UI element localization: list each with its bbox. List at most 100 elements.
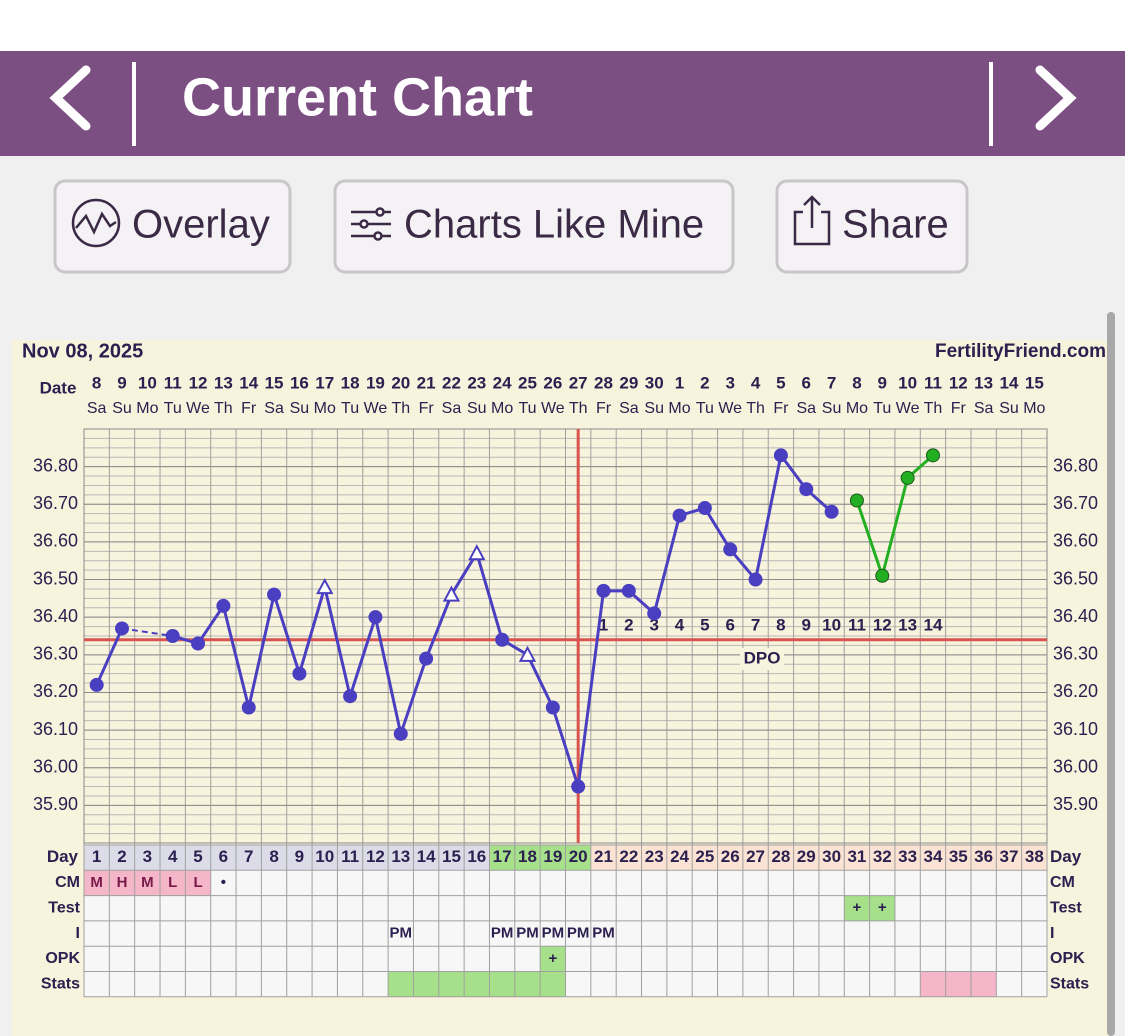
cycle-day: 5 xyxy=(193,847,202,866)
temperature-point xyxy=(115,621,130,636)
button-frame[interactable] xyxy=(333,179,735,274)
weekday-label: Su xyxy=(467,400,487,417)
row-cell xyxy=(540,946,566,972)
cycle-day: 26 xyxy=(721,847,740,866)
cycle-day: 36 xyxy=(974,847,993,866)
weekday-label: We xyxy=(186,400,210,417)
temperature-point xyxy=(316,577,334,595)
temperature-point xyxy=(900,470,915,485)
dpo-number: 8 xyxy=(776,615,785,634)
chart-date: Nov 08, 2025 xyxy=(22,340,143,362)
y-tick-label-right: 36.00 xyxy=(1053,756,1098,776)
y-tick-label: 36.70 xyxy=(33,493,78,513)
y-tick-label-right: 36.10 xyxy=(1053,719,1098,739)
weekday-label: Fr xyxy=(419,400,435,417)
row-label-right: CM xyxy=(1050,874,1075,891)
row-cell-text: H xyxy=(117,874,128,891)
dpo-label-bg xyxy=(740,648,784,670)
temperature-point xyxy=(773,448,788,463)
y-tick-label-right: 36.50 xyxy=(1053,568,1098,588)
weekday-label: Tu xyxy=(518,400,536,417)
row-cell xyxy=(869,895,895,921)
date-label: 20 xyxy=(391,373,410,392)
dpo-number: 1 xyxy=(599,615,608,634)
cycle-day: 21 xyxy=(594,847,613,866)
cycle-day: 6 xyxy=(219,847,228,866)
y-tick-label-right: 36.70 xyxy=(1053,493,1098,513)
row-label-right: Day xyxy=(1050,847,1082,866)
weekday-label: Fr xyxy=(596,400,612,417)
header-title: Current Chart xyxy=(182,67,533,127)
dpo-number: 3 xyxy=(649,615,658,634)
dpo-number: 14 xyxy=(923,615,942,634)
temperature-point xyxy=(216,598,231,613)
temperature-point xyxy=(849,493,864,508)
row-label-right: Test xyxy=(1050,899,1082,916)
cycle-day: 22 xyxy=(619,847,638,866)
row-cell xyxy=(388,971,414,997)
day-cell xyxy=(717,845,743,871)
row-cell-text: + xyxy=(878,899,887,916)
button-label[interactable]: Overlay xyxy=(132,203,270,247)
weekday-label: Su xyxy=(112,400,132,417)
button-label[interactable]: Share xyxy=(842,203,949,247)
date-label: 10 xyxy=(898,373,917,392)
day-cell xyxy=(109,845,135,871)
temperature-point xyxy=(697,501,712,516)
dpo-number: 12 xyxy=(873,615,892,634)
day-cell xyxy=(894,845,921,871)
temperature-point xyxy=(191,636,206,651)
row-cell-text: PM xyxy=(516,925,539,942)
cycle-day: 27 xyxy=(746,847,765,866)
date-label: 25 xyxy=(518,373,537,392)
temperature-point xyxy=(799,482,814,497)
day-cell xyxy=(565,845,591,871)
button-label[interactable]: Charts Like Mine xyxy=(404,203,704,247)
date-label: 16 xyxy=(290,373,309,392)
weekday-label: Fr xyxy=(951,400,967,417)
y-tick-label: 36.80 xyxy=(33,455,78,475)
row-cell xyxy=(514,971,541,997)
day-cell xyxy=(185,845,211,871)
y-tick-label-right: 36.20 xyxy=(1053,681,1098,701)
day-cell xyxy=(945,845,971,871)
date-label: 12 xyxy=(189,373,208,392)
dpo-number: 5 xyxy=(700,615,709,634)
weekday-label: Mo xyxy=(846,400,868,417)
weekday-label: We xyxy=(896,400,920,417)
cycle-day: 20 xyxy=(569,847,588,866)
cycle-day: 25 xyxy=(695,847,714,866)
date-label: 30 xyxy=(645,373,664,392)
day-cell xyxy=(362,845,389,871)
weekday-label: Mo xyxy=(314,400,336,417)
cycle-day: 18 xyxy=(518,847,537,866)
cycle-day: 12 xyxy=(366,847,385,866)
row-label: CM xyxy=(55,874,80,891)
day-cell xyxy=(210,845,237,871)
weekday-label: Sa xyxy=(264,400,284,417)
button-frame[interactable] xyxy=(53,179,292,274)
charts-like-mine-button[interactable]: Charts Like Mine xyxy=(333,179,735,274)
next-button[interactable] xyxy=(1035,65,1077,131)
temperature-point xyxy=(545,700,560,715)
date-label: 17 xyxy=(315,373,334,392)
weekday-label: Th xyxy=(746,400,765,417)
scrollbar[interactable] xyxy=(1107,312,1115,1036)
cycle-day: 17 xyxy=(493,847,512,866)
date-label: 8 xyxy=(92,373,101,392)
button-frame[interactable] xyxy=(775,179,969,274)
row-label-right: I xyxy=(1050,925,1054,942)
cycle-day: 37 xyxy=(1000,847,1019,866)
share-button[interactable]: Share xyxy=(775,179,969,274)
row-cell-text: PM xyxy=(542,925,565,942)
day-cell xyxy=(1021,845,1047,871)
dpo-label: DPO xyxy=(744,648,781,667)
overlay-button[interactable]: Overlay xyxy=(53,179,292,274)
date-label: 4 xyxy=(751,373,761,392)
row-cell-text: PM xyxy=(567,925,590,942)
day-cell xyxy=(438,845,465,871)
prev-button[interactable] xyxy=(49,65,91,131)
day-cell xyxy=(996,845,1022,871)
day-cell xyxy=(337,845,363,871)
